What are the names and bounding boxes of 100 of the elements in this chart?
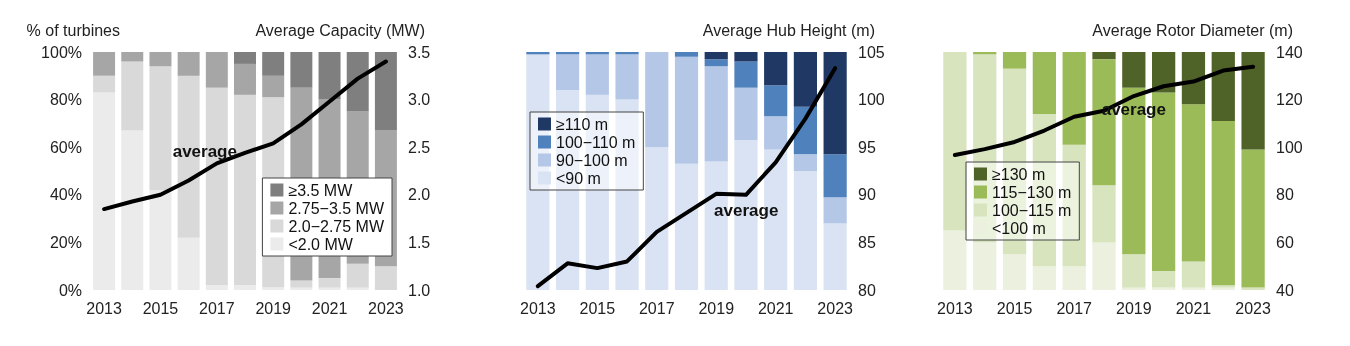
bar: [793, 154, 817, 171]
line-series: [102, 59, 388, 212]
bar: [149, 52, 172, 67]
bar: [1211, 121, 1235, 286]
bar: [793, 171, 817, 290]
y2-tick-label: 100: [858, 91, 885, 109]
bar: [290, 52, 313, 88]
bar: [374, 266, 397, 290]
bar: [205, 52, 228, 88]
y2-tick-label: 140: [1276, 43, 1303, 61]
x-tick-label: 2021: [311, 299, 348, 317]
y2-tick-label: 1.5: [408, 233, 431, 251]
legend-label: 100−115 m: [992, 201, 1072, 219]
bar: [1181, 104, 1206, 262]
series-label: <100 m: [992, 219, 1046, 237]
legend-label: 2.75−3.5 MW: [288, 199, 385, 217]
bar: [823, 52, 847, 155]
bar: [734, 52, 758, 62]
bar: [704, 59, 728, 67]
y2-axis-title: Average Rotor Diameter (m): [1092, 21, 1293, 39]
x-tick-label: 2015: [579, 299, 616, 317]
bar: [1032, 266, 1056, 290]
bar: [1092, 242, 1116, 290]
bar: [943, 230, 967, 290]
y-axis-title: % of turbines: [26, 21, 120, 39]
legend-label: 90−100 m: [556, 151, 628, 169]
x-tick-label: 2021: [757, 299, 794, 317]
bar: [346, 52, 369, 112]
y-tick-label: 20%: [49, 233, 82, 251]
y2-axis-title: Average Hub Height (m): [702, 21, 875, 39]
bar: [1241, 52, 1265, 150]
x-tick-label: 2015: [996, 299, 1033, 317]
bar: [674, 52, 699, 57]
y2-tick-label: 3.0: [408, 91, 431, 109]
series-label: average: [714, 200, 779, 220]
bar: [1092, 52, 1116, 60]
bar: [262, 52, 285, 76]
x-tick-label: 2017: [638, 299, 675, 317]
bar: [1002, 52, 1027, 69]
legend-label: <2.0 MW: [288, 235, 354, 253]
bar: [556, 54, 580, 91]
legend-label: <90 m: [556, 169, 601, 187]
line-series: [952, 64, 1256, 158]
bar: [1181, 261, 1206, 288]
bar: [645, 147, 669, 290]
x-tick-label: 2023: [1235, 299, 1271, 317]
bar: [1092, 185, 1116, 243]
bar: [1181, 52, 1206, 105]
bar: [615, 54, 639, 100]
x-tick-label: 2019: [1116, 299, 1152, 317]
y2-tick-label: 80: [858, 281, 876, 299]
bar: [1122, 254, 1146, 288]
y-tick-label: 0%: [58, 281, 82, 299]
y2-tick-label: 120: [1276, 91, 1303, 109]
bar: [346, 263, 369, 288]
bar: [1211, 52, 1235, 122]
bar: [973, 242, 997, 290]
legend-label: ≥3.5 MW: [288, 181, 354, 199]
bar: [793, 52, 817, 107]
bar: [262, 75, 285, 98]
y2-axis-title: Average Capacity (MW): [255, 21, 425, 39]
x-tick-label: 2021: [1175, 299, 1212, 317]
bar: [374, 52, 397, 131]
bar: [290, 280, 313, 288]
bar: [1062, 266, 1086, 290]
bar: [823, 223, 847, 290]
bar: [121, 61, 144, 131]
x-tick-label: 2019: [255, 299, 292, 317]
y-tick-label: 60%: [49, 138, 82, 156]
bar: [1241, 149, 1265, 288]
bar: [823, 154, 847, 198]
x-tick-label: 2023: [817, 299, 854, 317]
x-tick-label: 2017: [1056, 299, 1093, 317]
line-series: [535, 66, 838, 289]
legend-label: 115−130 m: [992, 183, 1072, 201]
legend-label: ≥110 m: [556, 115, 609, 133]
bar: [764, 52, 788, 86]
bar: [585, 54, 609, 95]
y2-tick-label: 105: [858, 43, 885, 61]
bar: [674, 56, 699, 164]
y2-tick-label: 100: [1276, 138, 1303, 156]
y2-tick-label: 1.0: [408, 281, 431, 299]
bar: [234, 285, 256, 290]
bar: [734, 87, 758, 141]
bar: [943, 52, 967, 231]
y2-tick-label: 80: [1276, 186, 1294, 204]
bar: [615, 99, 639, 290]
y2-tick-label: 95: [858, 138, 876, 156]
x-tick-label: 2015: [142, 299, 179, 317]
bar: [1062, 52, 1086, 145]
x-tick-label: 2023: [368, 299, 404, 317]
bar: [704, 52, 728, 60]
legend-label: ≥130 m: [992, 165, 1046, 183]
bar: [234, 52, 256, 64]
bar: [318, 52, 341, 100]
bar: [1122, 52, 1146, 88]
bar: [1032, 52, 1056, 114]
bar: [205, 285, 228, 290]
y2-tick-label: 3.5: [408, 43, 431, 61]
bar: [1002, 254, 1027, 290]
